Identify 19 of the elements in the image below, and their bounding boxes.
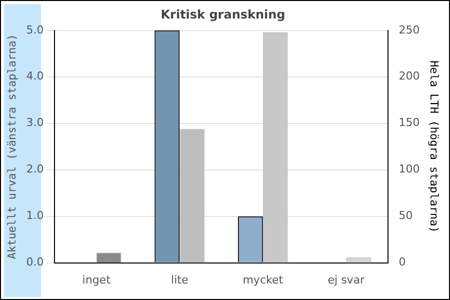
x-tick-label: mycket — [242, 273, 284, 286]
x-tick-label: lite — [171, 273, 188, 286]
y2-axis-title: Hela LTH (högra staplarna) — [428, 60, 441, 233]
y2-tick-label: 150 — [398, 116, 420, 130]
y-tick-label: 4.0 — [26, 70, 44, 83]
y-tick-label: 2.0 — [26, 162, 44, 176]
x-tick-label: inget — [82, 273, 112, 286]
y-tick-label: 0.0 — [26, 256, 44, 269]
y-axis-title: Aktuellt urval (vänstra staplarna) — [5, 34, 18, 260]
y2-tick-label: 50 — [398, 209, 413, 222]
y2-tick-label: 200 — [398, 70, 420, 83]
y-tick-label: 3.0 — [26, 116, 44, 130]
y-tick-label: 1.0 — [26, 209, 44, 222]
y-tick-label: 5.0 — [26, 23, 44, 36]
x-tick-label: ej svar — [328, 273, 366, 286]
y2-tick-label: 250 — [398, 23, 420, 36]
y2-tick-label: 100 — [398, 162, 420, 176]
y2-tick-label: 0 — [398, 256, 406, 269]
chart-title: Kritisk granskning — [160, 7, 286, 22]
